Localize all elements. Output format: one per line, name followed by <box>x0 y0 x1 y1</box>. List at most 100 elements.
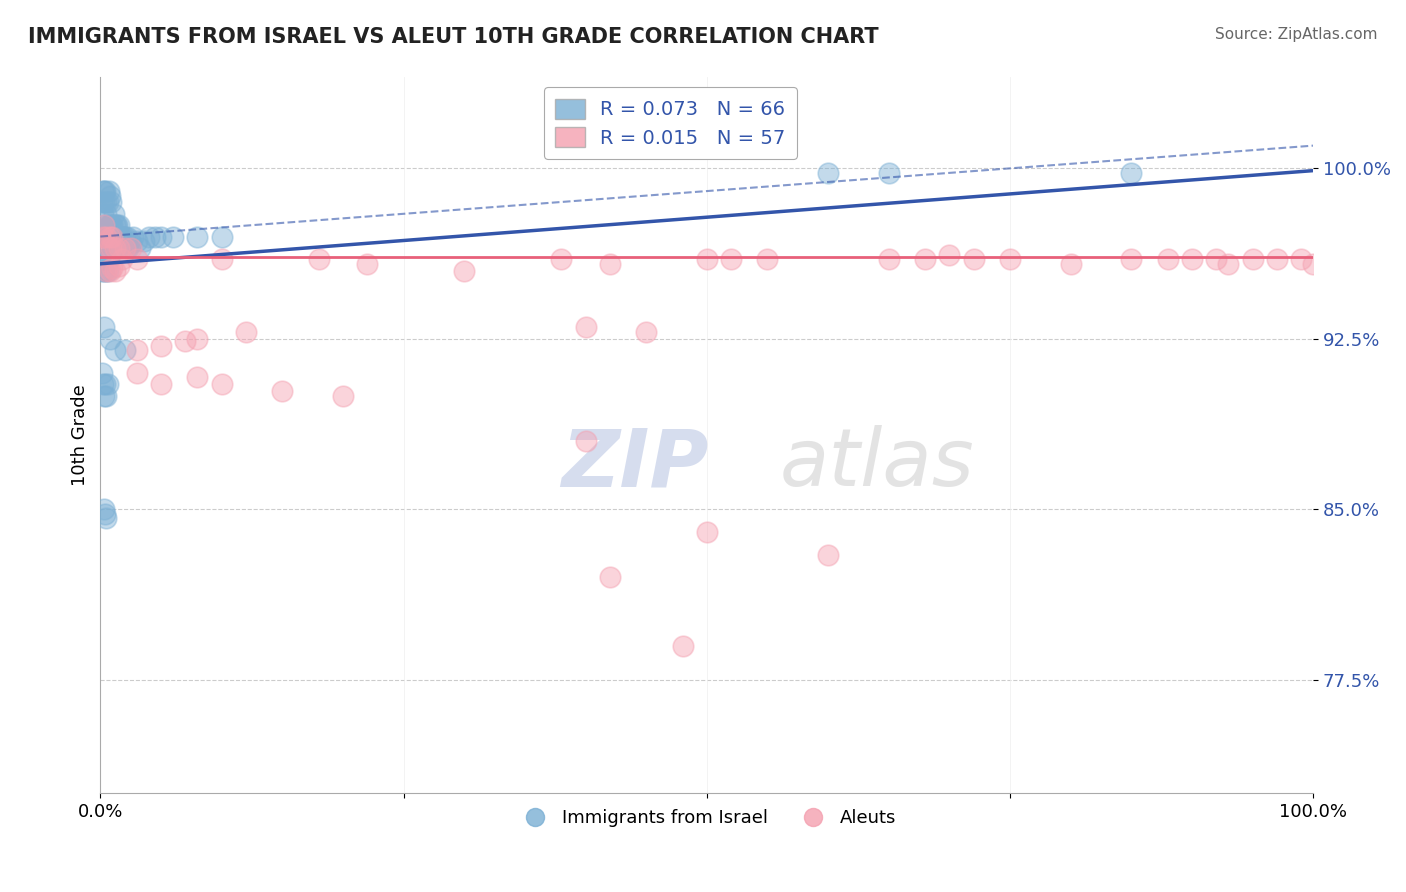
Point <box>103 229 125 244</box>
Point <box>332 389 354 403</box>
Point <box>271 384 294 398</box>
Point <box>104 263 127 277</box>
Point <box>186 370 208 384</box>
Point <box>94 184 117 198</box>
Point <box>671 639 693 653</box>
Point <box>96 229 118 244</box>
Point <box>150 338 173 352</box>
Point <box>91 229 114 244</box>
Point <box>91 252 114 267</box>
Point <box>356 257 378 271</box>
Point <box>105 218 128 232</box>
Point <box>1060 257 1083 271</box>
Point <box>96 195 118 210</box>
Point <box>96 511 118 525</box>
Point <box>96 229 118 244</box>
Point <box>97 377 120 392</box>
Point <box>101 218 124 232</box>
Point <box>111 241 134 255</box>
Point <box>1157 252 1180 267</box>
Point <box>108 229 131 244</box>
Point <box>98 263 121 277</box>
Point <box>211 229 233 244</box>
Point <box>1205 252 1227 267</box>
Point <box>143 229 166 244</box>
Point <box>122 229 145 244</box>
Point <box>720 252 742 267</box>
Point <box>963 252 986 267</box>
Point <box>105 241 128 255</box>
Point <box>93 320 115 334</box>
Point <box>132 234 155 248</box>
Point <box>107 218 129 232</box>
Point <box>101 261 124 276</box>
Point <box>114 343 136 358</box>
Point <box>98 332 121 346</box>
Point <box>101 229 124 244</box>
Point <box>125 343 148 358</box>
Legend: Immigrants from Israel, Aleuts: Immigrants from Israel, Aleuts <box>510 802 904 834</box>
Point <box>91 377 114 392</box>
Point <box>93 184 115 198</box>
Point <box>110 229 132 244</box>
Point <box>120 236 142 251</box>
Point <box>115 229 138 244</box>
Point <box>817 166 839 180</box>
Point <box>94 252 117 267</box>
Point <box>1218 257 1240 271</box>
Point <box>138 229 160 244</box>
Point <box>914 252 936 267</box>
Point <box>1121 252 1143 267</box>
Point <box>308 252 330 267</box>
Point <box>105 218 128 232</box>
Point <box>98 218 121 232</box>
Point <box>93 263 115 277</box>
Point <box>97 252 120 267</box>
Point <box>599 257 621 271</box>
Text: IMMIGRANTS FROM ISRAEL VS ALEUT 10TH GRADE CORRELATION CHART: IMMIGRANTS FROM ISRAEL VS ALEUT 10TH GRA… <box>28 27 879 46</box>
Point <box>1181 252 1204 267</box>
Point <box>105 241 128 255</box>
Point <box>877 252 900 267</box>
Y-axis label: 10th Grade: 10th Grade <box>72 384 89 486</box>
Point <box>120 241 142 255</box>
Text: atlas: atlas <box>779 425 974 503</box>
Point <box>90 195 112 210</box>
Point <box>114 229 136 244</box>
Point <box>599 570 621 584</box>
Point <box>211 252 233 267</box>
Point <box>114 241 136 255</box>
Point <box>574 434 596 448</box>
Point <box>100 195 122 210</box>
Point <box>574 320 596 334</box>
Point <box>91 184 114 198</box>
Text: Source: ZipAtlas.com: Source: ZipAtlas.com <box>1215 27 1378 42</box>
Point <box>817 548 839 562</box>
Point <box>125 234 148 248</box>
Point <box>125 366 148 380</box>
Point <box>1302 257 1324 271</box>
Point <box>94 218 117 232</box>
Point <box>101 241 124 255</box>
Point <box>96 263 118 277</box>
Point <box>114 241 136 255</box>
Point <box>1265 252 1288 267</box>
Point <box>93 229 115 244</box>
Point <box>97 195 120 210</box>
Point <box>103 207 125 221</box>
Point <box>111 252 134 267</box>
Point <box>112 229 135 244</box>
Point <box>93 195 115 210</box>
Point <box>117 241 139 255</box>
Point <box>1241 252 1264 267</box>
Point <box>97 252 120 267</box>
Point <box>150 229 173 244</box>
Point <box>107 241 129 255</box>
Point <box>186 332 208 346</box>
Point <box>107 241 129 255</box>
Point <box>97 229 120 244</box>
Point <box>90 263 112 277</box>
Point <box>94 507 117 521</box>
Point <box>1289 252 1312 267</box>
Point <box>100 241 122 255</box>
